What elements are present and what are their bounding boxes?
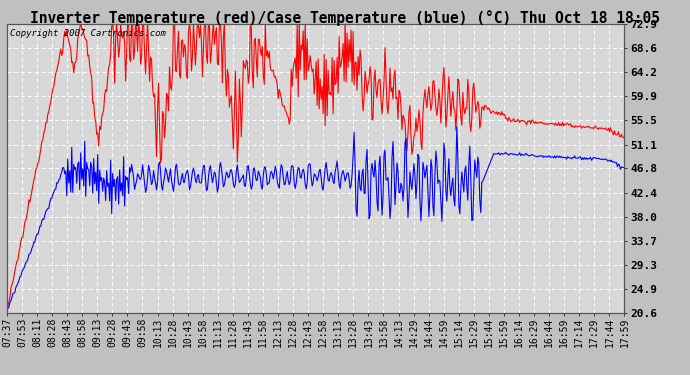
Text: Copyright 2007 Cartronics.com: Copyright 2007 Cartronics.com [10, 29, 166, 38]
Text: Inverter Temperature (red)/Case Temperature (blue) (°C) Thu Oct 18 18:05: Inverter Temperature (red)/Case Temperat… [30, 10, 660, 26]
